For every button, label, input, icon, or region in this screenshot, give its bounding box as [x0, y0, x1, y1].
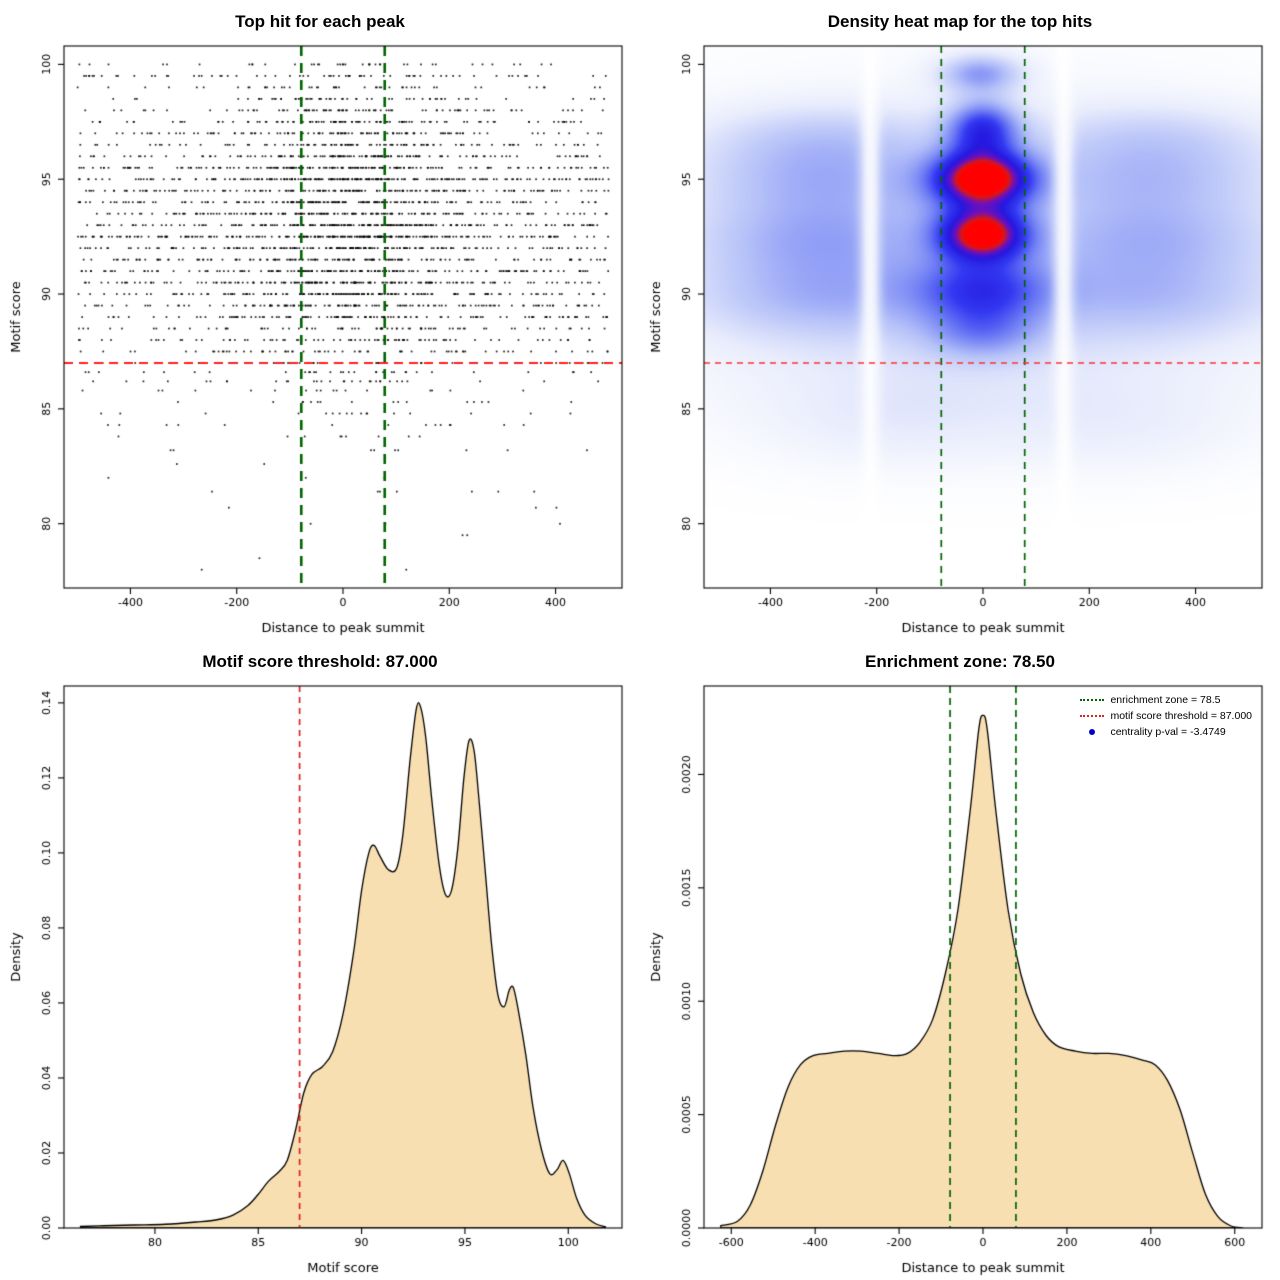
scatter-title: Top hit for each peak — [235, 12, 405, 31]
legend-item-motif-threshold: motif score threshold = 87.000 — [1080, 708, 1252, 724]
enrichment-zone-title: Enrichment zone: 78.50 — [865, 652, 1055, 671]
legend-label-motif-threshold: motif score threshold = 87.000 — [1110, 710, 1252, 722]
legend-item-centrality-pval: centrality p-val = -3.4749 — [1080, 724, 1252, 740]
motif-score-density-canvas — [0, 676, 640, 1280]
legend: enrichment zone = 78.5 motif score thres… — [1080, 692, 1252, 740]
heatmap-title: Density heat map for the top hits — [827, 12, 1093, 31]
enrichment-zone-density-canvas — [640, 676, 1280, 1280]
panel-top-hit-scatter: Top hit for each peak — [0, 0, 640, 640]
legend-label-centrality-pval: centrality p-val = -3.4749 — [1110, 726, 1226, 738]
red-dotted-line-icon — [1080, 715, 1105, 717]
legend-label-enrichment-zone: enrichment zone = 78.5 — [1110, 694, 1221, 706]
panel-enrichment-zone-density: Enrichment zone: 78.50 enrichment zone =… — [640, 640, 1280, 1280]
scatter-plot-canvas — [0, 36, 640, 640]
heatmap-canvas — [640, 36, 1280, 640]
panel-motif-score-density: Motif score threshold: 87.000 — [0, 640, 640, 1280]
legend-item-enrichment-zone: enrichment zone = 78.5 — [1080, 692, 1252, 708]
blue-dot-icon — [1089, 729, 1096, 735]
green-dotted-line-icon — [1080, 699, 1105, 701]
motif-score-density-title: Motif score threshold: 87.000 — [202, 652, 438, 671]
panel-density-heatmap: Density heat map for the top hits — [640, 0, 1280, 640]
